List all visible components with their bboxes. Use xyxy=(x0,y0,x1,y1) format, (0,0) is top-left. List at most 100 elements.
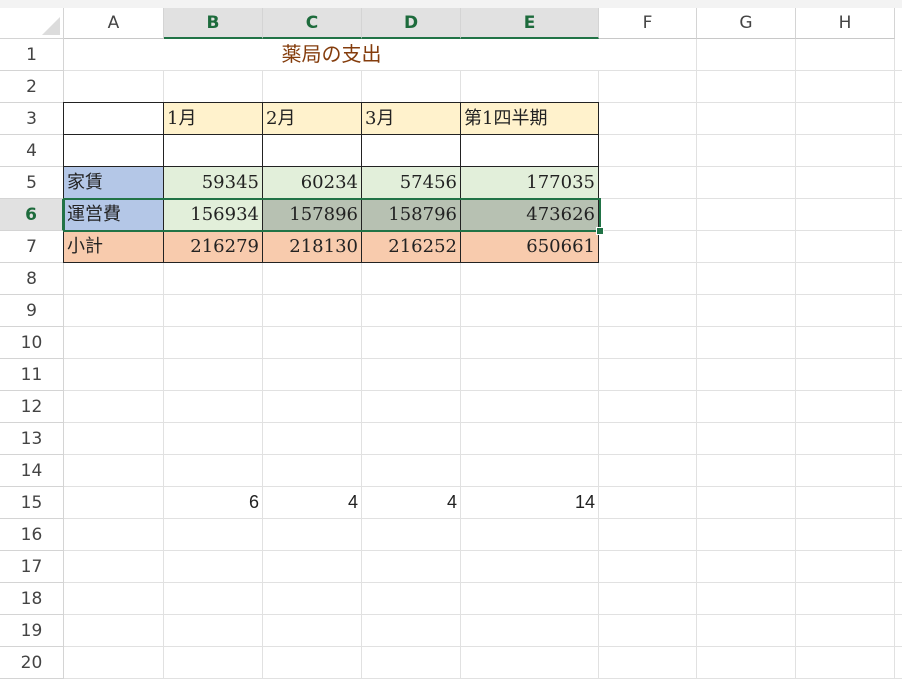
cell-G11[interactable] xyxy=(697,359,796,391)
cell-H15[interactable] xyxy=(796,487,895,519)
cell-C3[interactable]: 2月 xyxy=(262,102,362,135)
cell-I4[interactable] xyxy=(895,135,902,167)
cell-I20[interactable] xyxy=(895,647,902,679)
cell-A10[interactable] xyxy=(64,327,164,359)
cell-I16[interactable] xyxy=(895,519,902,551)
row-header-4[interactable]: 4 xyxy=(0,135,64,167)
cell-C5[interactable]: 60234 xyxy=(262,166,362,199)
cell-D4[interactable] xyxy=(361,134,461,167)
cell-F6[interactable] xyxy=(599,199,697,231)
cell-B5[interactable]: 59345 xyxy=(163,166,263,199)
cell-C1[interactable] xyxy=(263,39,362,71)
cell-E9[interactable] xyxy=(461,295,599,327)
cell-B9[interactable] xyxy=(164,295,263,327)
cell-F1[interactable] xyxy=(599,39,697,71)
cell-C7[interactable]: 218130 xyxy=(262,230,362,263)
cell-C12[interactable] xyxy=(263,391,362,423)
cell-C20[interactable] xyxy=(263,647,362,679)
cell-D8[interactable] xyxy=(362,263,461,295)
cell-D13[interactable] xyxy=(362,423,461,455)
cell-A6[interactable]: 運営費 xyxy=(63,198,164,231)
cell-B7[interactable]: 216279 xyxy=(163,230,263,263)
column-header-B[interactable]: B xyxy=(164,8,263,39)
cell-B12[interactable] xyxy=(164,391,263,423)
cell-A17[interactable] xyxy=(64,551,164,583)
cell-G13[interactable] xyxy=(697,423,796,455)
cell-H9[interactable] xyxy=(796,295,895,327)
cell-B16[interactable] xyxy=(164,519,263,551)
column-header-D[interactable]: D xyxy=(362,8,461,39)
cell-G5[interactable] xyxy=(697,167,796,199)
column-header-A[interactable]: A xyxy=(64,8,164,39)
row-header-15[interactable]: 15 xyxy=(0,487,64,519)
title-cell[interactable]: 薬局の支出 xyxy=(281,42,382,66)
row-header-11[interactable]: 11 xyxy=(0,359,64,391)
cell-B17[interactable] xyxy=(164,551,263,583)
row-header-19[interactable]: 19 xyxy=(0,615,64,647)
cell-I12[interactable] xyxy=(895,391,902,423)
cell-I8[interactable] xyxy=(895,263,902,295)
cell-H16[interactable] xyxy=(796,519,895,551)
cell-E2[interactable] xyxy=(461,71,599,103)
cell-H20[interactable] xyxy=(796,647,895,679)
cell-E6[interactable]: 473626 xyxy=(460,198,599,231)
cell-G10[interactable] xyxy=(697,327,796,359)
cell-D11[interactable] xyxy=(362,359,461,391)
cell-D6[interactable]: 158796 xyxy=(361,198,461,231)
cell-G18[interactable] xyxy=(697,583,796,615)
cell-E15[interactable]: 14 xyxy=(461,487,599,519)
cell-E5[interactable]: 177035 xyxy=(460,166,599,199)
cell-I3[interactable] xyxy=(895,103,902,135)
cell-I10[interactable] xyxy=(895,327,902,359)
cell-B6[interactable]: 156934 xyxy=(163,198,263,231)
cell-G16[interactable] xyxy=(697,519,796,551)
row-header-2[interactable]: 2 xyxy=(0,71,64,103)
row-header-10[interactable]: 10 xyxy=(0,327,64,359)
cell-G4[interactable] xyxy=(697,135,796,167)
cell-F9[interactable] xyxy=(599,295,697,327)
cell-A1[interactable] xyxy=(64,39,164,71)
cell-D3[interactable]: 3月 xyxy=(361,102,461,135)
cell-D15[interactable]: 4 xyxy=(362,487,461,519)
cell-C10[interactable] xyxy=(263,327,362,359)
cell-E12[interactable] xyxy=(461,391,599,423)
cell-I18[interactable] xyxy=(895,583,902,615)
cell-D18[interactable] xyxy=(362,583,461,615)
cell-C17[interactable] xyxy=(263,551,362,583)
row-header-6[interactable]: 6 xyxy=(0,199,64,231)
cell-F20[interactable] xyxy=(599,647,697,679)
cell-I1[interactable] xyxy=(895,39,902,71)
cell-B19[interactable] xyxy=(164,615,263,647)
cell-B4[interactable] xyxy=(163,134,263,167)
column-header-F[interactable]: F xyxy=(599,8,697,39)
cell-A20[interactable] xyxy=(64,647,164,679)
cell-I6[interactable] xyxy=(895,199,902,231)
cell-I7[interactable] xyxy=(895,231,902,263)
cell-F10[interactable] xyxy=(599,327,697,359)
cell-D12[interactable] xyxy=(362,391,461,423)
cell-G19[interactable] xyxy=(697,615,796,647)
cell-G12[interactable] xyxy=(697,391,796,423)
column-header-H[interactable]: H xyxy=(796,8,895,39)
cell-H7[interactable] xyxy=(796,231,895,263)
cell-G7[interactable] xyxy=(697,231,796,263)
cell-D2[interactable] xyxy=(362,71,461,103)
row-header-18[interactable]: 18 xyxy=(0,583,64,615)
cell-H3[interactable] xyxy=(796,103,895,135)
row-header-9[interactable]: 9 xyxy=(0,295,64,327)
cell-H5[interactable] xyxy=(796,167,895,199)
row-header-12[interactable]: 12 xyxy=(0,391,64,423)
cell-D10[interactable] xyxy=(362,327,461,359)
cell-E19[interactable] xyxy=(461,615,599,647)
cell-D7[interactable]: 216252 xyxy=(361,230,461,263)
cell-F18[interactable] xyxy=(599,583,697,615)
cell-D17[interactable] xyxy=(362,551,461,583)
select-all-button[interactable] xyxy=(0,8,64,39)
cell-E16[interactable] xyxy=(461,519,599,551)
cell-H18[interactable] xyxy=(796,583,895,615)
cell-F15[interactable] xyxy=(599,487,697,519)
cell-F4[interactable] xyxy=(599,135,697,167)
column-header-C[interactable]: C xyxy=(263,8,362,39)
cell-E1[interactable] xyxy=(461,39,599,71)
cell-I2[interactable] xyxy=(895,71,902,103)
